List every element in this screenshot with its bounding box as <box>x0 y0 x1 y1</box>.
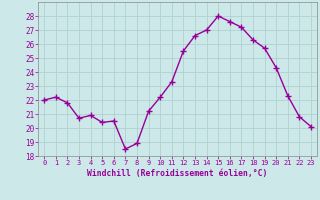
X-axis label: Windchill (Refroidissement éolien,°C): Windchill (Refroidissement éolien,°C) <box>87 169 268 178</box>
